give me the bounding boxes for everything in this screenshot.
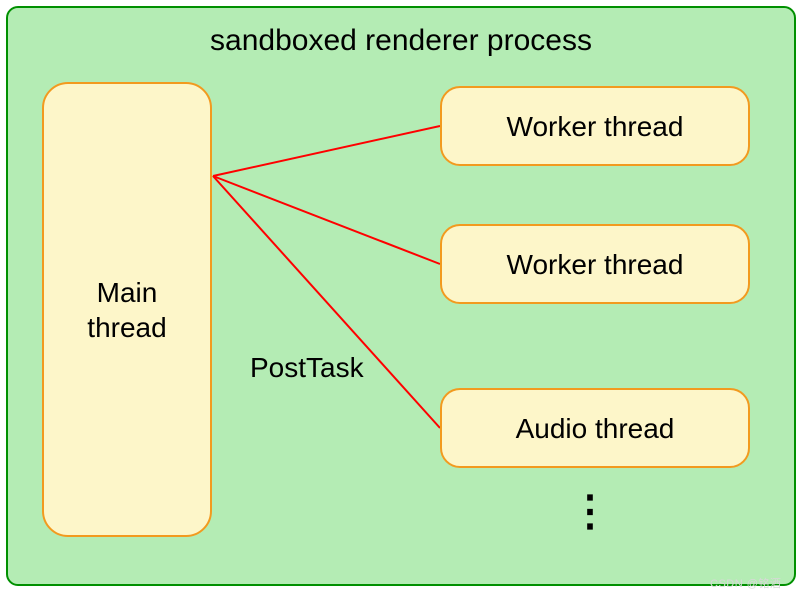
watermark-text: CSDN @铭酒 — [710, 575, 781, 591]
edge-label-posttask: PostTask — [250, 352, 364, 384]
ellipsis-icon: ⋮ — [569, 490, 611, 532]
node-main: Main thread — [42, 82, 212, 537]
diagram-canvas: sandboxed renderer process Main thread Wor… — [0, 0, 803, 593]
container-title: sandboxed renderer process — [6, 24, 796, 58]
node-label: Main thread — [87, 275, 166, 345]
node-audio: Audio thread — [440, 388, 750, 468]
node-worker2: Worker thread — [440, 224, 750, 304]
node-label: Worker thread — [507, 247, 684, 282]
node-label: Audio thread — [516, 411, 675, 446]
node-label: Worker thread — [507, 109, 684, 144]
node-worker1: Worker thread — [440, 86, 750, 166]
